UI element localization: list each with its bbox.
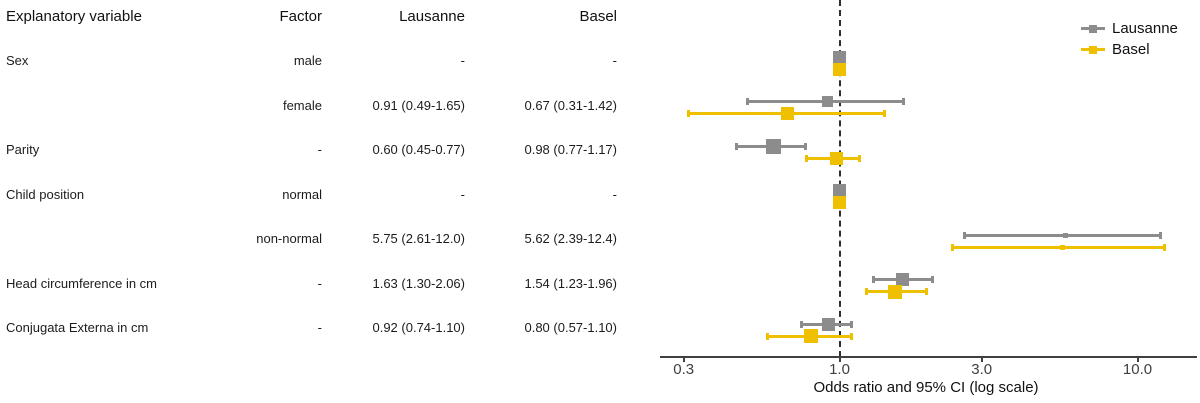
ci-cap-high bbox=[1159, 231, 1163, 239]
row-lausanne-value: - bbox=[460, 186, 465, 202]
row-factor: - bbox=[317, 275, 322, 291]
legend-item-basel: Basel bbox=[1081, 39, 1178, 60]
row-variable: Parity bbox=[6, 142, 40, 157]
ci-cap-high bbox=[1163, 243, 1167, 251]
x-tick-mark bbox=[980, 358, 983, 362]
ci-cap-low bbox=[872, 276, 876, 283]
row-variable: Child position bbox=[6, 186, 85, 202]
row-lausanne-value: 0.92 (0.74-1.10) bbox=[372, 320, 465, 335]
ci-cap-low bbox=[765, 332, 769, 340]
lausanne-key-icon bbox=[1081, 22, 1105, 36]
row-lausanne-value: 0.91 (0.49-1.65) bbox=[372, 97, 465, 113]
ci-cap-low bbox=[735, 142, 739, 150]
forest-plot: 0.3 1.0 3.0 10.0 Odds ratio and 95% CI (log… bbox=[656, 0, 1200, 403]
row-variable: Head circumference in cm bbox=[6, 275, 157, 291]
row-factor: - bbox=[317, 142, 322, 157]
row-variable: Sex bbox=[6, 53, 29, 68]
row-basel-value: 0.98 (0.77-1.17) bbox=[524, 142, 617, 157]
or-marker bbox=[1060, 244, 1066, 250]
ci-cap-low bbox=[804, 154, 808, 162]
ci-cap-low bbox=[962, 231, 966, 239]
or-marker bbox=[833, 62, 846, 76]
ci-cap-low bbox=[799, 320, 803, 328]
column-header-lausanne: Lausanne bbox=[399, 8, 465, 25]
column-header-explanatory-variable: Explanatory variable bbox=[6, 8, 142, 25]
ci-cap-low bbox=[951, 243, 955, 251]
or-marker bbox=[888, 284, 903, 299]
row-basel-value: 0.80 (0.57-1.10) bbox=[524, 320, 617, 335]
legend: Lausanne Basel bbox=[1081, 18, 1178, 60]
x-tick-mark bbox=[682, 358, 685, 362]
ci-cap-low bbox=[865, 288, 869, 295]
x-axis-line bbox=[660, 356, 1197, 358]
ci-cap-low bbox=[686, 110, 690, 117]
or-marker bbox=[1063, 232, 1069, 238]
or-marker bbox=[833, 196, 846, 209]
basel-key-icon bbox=[1081, 43, 1105, 57]
row-basel-value: 5.62 (2.39-12.4) bbox=[524, 231, 617, 246]
legend-label-basel: Basel bbox=[1112, 41, 1150, 58]
x-tick-mark bbox=[838, 358, 841, 362]
or-marker bbox=[803, 329, 818, 343]
or-marker bbox=[821, 96, 833, 107]
results-table: Explanatory variable Factor Lausanne Bas… bbox=[6, 8, 617, 335]
row-factor: male bbox=[293, 53, 322, 68]
column-header-basel: Basel bbox=[579, 8, 617, 25]
row-factor: - bbox=[317, 320, 322, 335]
x-tick-label: 10.0 bbox=[1122, 361, 1153, 378]
row-factor: normal bbox=[282, 186, 322, 202]
ci-cap-high bbox=[803, 142, 807, 150]
column-header-factor: Factor bbox=[279, 8, 322, 25]
ci-cap-high bbox=[857, 154, 861, 162]
or-marker bbox=[781, 107, 795, 120]
ci-cap-high bbox=[902, 98, 906, 105]
or-marker bbox=[765, 138, 781, 154]
x-tick-label: 3.0 bbox=[971, 361, 993, 378]
row-basel-value: 0.67 (0.31-1.42) bbox=[524, 97, 617, 113]
reference-line bbox=[839, 0, 841, 357]
x-tick-mark bbox=[1136, 358, 1139, 362]
x-tick-label: 0.3 bbox=[673, 361, 695, 378]
legend-item-lausanne: Lausanne bbox=[1081, 18, 1178, 39]
ci-cap-high bbox=[882, 110, 886, 117]
row-variable: Conjugata Externa in cm bbox=[6, 320, 149, 335]
row-lausanne-value: 0.60 (0.45-0.77) bbox=[372, 142, 465, 157]
or-marker bbox=[833, 184, 846, 197]
x-tick-label: 1.0 bbox=[829, 361, 850, 378]
ci-cap-low bbox=[746, 98, 750, 105]
row-factor: female bbox=[282, 97, 322, 113]
row-lausanne-value: 1.63 (1.30-2.06) bbox=[372, 275, 465, 291]
legend-label-lausanne: Lausanne bbox=[1112, 20, 1178, 37]
row-basel-value: - bbox=[612, 186, 617, 202]
row-basel-value: 1.54 (1.23-1.96) bbox=[524, 275, 617, 291]
or-marker bbox=[822, 317, 836, 331]
ci-cap-high bbox=[849, 320, 853, 328]
row-basel-value: - bbox=[612, 53, 617, 68]
row-factor: non-normal bbox=[256, 231, 322, 246]
or-marker bbox=[830, 151, 844, 165]
ci-cap-high bbox=[924, 288, 928, 295]
row-lausanne-value: 5.75 (2.61-12.0) bbox=[372, 231, 465, 246]
ci-line bbox=[963, 233, 1162, 237]
ci-cap-high bbox=[931, 276, 935, 283]
or-marker bbox=[896, 273, 910, 286]
row-lausanne-value: - bbox=[460, 53, 465, 68]
ci-cap-high bbox=[849, 332, 853, 340]
or-marker bbox=[833, 50, 846, 64]
x-axis-title: Odds ratio and 95% CI (log scale) bbox=[813, 379, 1039, 396]
ci-line bbox=[952, 245, 1166, 249]
